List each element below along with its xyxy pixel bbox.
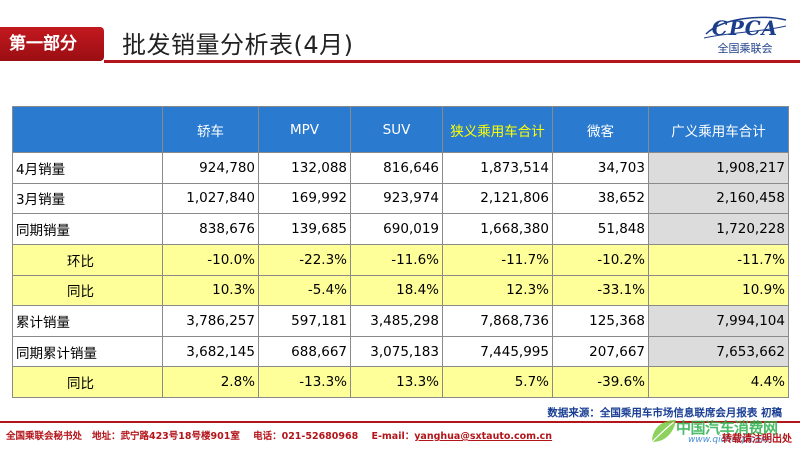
table-cell: -10.0% bbox=[162, 243, 259, 276]
table-row: 4月销量 924,780 132,088 816,646 1,873,514 3… bbox=[12, 152, 789, 184]
table-cell: 923,974 bbox=[350, 182, 443, 215]
table-row: 同比 10.3% -5.4% 18.4% 12.3% -33.1% 10.9% bbox=[12, 274, 789, 307]
table-cell: -33.1% bbox=[552, 274, 649, 307]
sales-table: 轿车 MPV SUV 狭义乘用车合计 微客 广义乘用车合计 4月销量 924,7… bbox=[12, 106, 789, 398]
table-cell: 51,848 bbox=[552, 213, 649, 245]
footer-org: 全国乘联会秘书处 bbox=[6, 431, 83, 442]
column-header-label bbox=[12, 106, 163, 153]
table-cell: 169,992 bbox=[258, 182, 351, 215]
table-cell: -10.2% bbox=[552, 243, 649, 276]
footer-phone: 电话：021-52680968 bbox=[253, 431, 359, 442]
column-header-microvan: 微客 bbox=[552, 106, 649, 153]
table-cell: 838,676 bbox=[162, 213, 259, 245]
row-label: 同期销量 bbox=[12, 213, 163, 245]
table-cell: 1,027,840 bbox=[162, 182, 259, 215]
table-cell: 2,160,458 bbox=[648, 182, 789, 215]
table-cell: 3,786,257 bbox=[162, 305, 259, 337]
table-cell: 12.3% bbox=[442, 274, 553, 307]
table-cell: 3,485,298 bbox=[350, 305, 443, 337]
footer-contact: 全国乘联会秘书处 地址：武宁路423号18号楼901室 电话：021-52680… bbox=[6, 428, 552, 442]
column-header-broad-total: 广义乘用车合计 bbox=[648, 106, 789, 153]
watermark: 中国汽车消费网 www.qichecp.com bbox=[648, 412, 798, 448]
footer-email-link[interactable]: yanghua@sxtauto.com.cn bbox=[414, 431, 553, 442]
table-cell: 125,368 bbox=[552, 305, 649, 337]
table-header-row: 轿车 MPV SUV 狭义乘用车合计 微客 广义乘用车合计 bbox=[12, 106, 789, 153]
row-label: 同比 bbox=[12, 274, 163, 307]
footer-email-label: E-mail： bbox=[371, 431, 415, 442]
table-cell: 18.4% bbox=[350, 274, 443, 307]
logo-mark: CPCA bbox=[711, 16, 779, 40]
column-header-sedan: 轿车 bbox=[162, 106, 259, 153]
table-cell: 4.4% bbox=[648, 366, 789, 398]
row-label: 3月销量 bbox=[12, 182, 163, 215]
watermark-title: 中国汽车消费网 bbox=[676, 419, 778, 437]
table-cell: 10.9% bbox=[648, 274, 789, 307]
logo-swoosh-icon bbox=[703, 16, 787, 39]
column-header-suv: SUV bbox=[350, 106, 443, 153]
row-label: 同期累计销量 bbox=[12, 335, 163, 368]
table-cell: 924,780 bbox=[162, 152, 259, 184]
table-cell: -11.7% bbox=[442, 243, 553, 276]
table-cell: 13.3% bbox=[350, 366, 443, 398]
table-cell: 1,908,217 bbox=[648, 152, 789, 184]
table-cell: 7,868,736 bbox=[442, 305, 553, 337]
table-cell: -39.6% bbox=[552, 366, 649, 398]
data-source-note: 数据来源：全国乘用车市场信息联席会月报表 初稿 bbox=[547, 407, 782, 419]
table-cell: 688,667 bbox=[258, 335, 351, 368]
table-cell: 3,682,145 bbox=[162, 335, 259, 368]
row-label: 环比 bbox=[12, 243, 163, 276]
table-cell: 1,873,514 bbox=[442, 152, 553, 184]
watermark-url: www.qichecp.com bbox=[688, 435, 770, 445]
table-cell: -22.3% bbox=[258, 243, 351, 276]
column-header-mpv: MPV bbox=[258, 106, 351, 153]
table-cell: -13.3% bbox=[258, 366, 351, 398]
table-row: 同期累计销量 3,682,145 688,667 3,075,183 7,445… bbox=[12, 335, 789, 368]
row-label: 同比 bbox=[12, 366, 163, 398]
table-cell: 38,652 bbox=[552, 182, 649, 215]
row-label: 4月销量 bbox=[12, 152, 163, 184]
leaf-icon bbox=[651, 420, 676, 443]
header-divider bbox=[104, 60, 800, 63]
page-title: 批发销量分析表(4月) bbox=[122, 31, 354, 59]
table-cell: 7,445,995 bbox=[442, 335, 553, 368]
table-cell: 597,181 bbox=[258, 305, 351, 337]
table-cell: 2,121,806 bbox=[442, 182, 553, 215]
section-tab: 第一部分 bbox=[0, 27, 104, 61]
table-cell: 10.3% bbox=[162, 274, 259, 307]
footer-address: 地址：武宁路423号18号楼901室 bbox=[91, 431, 240, 442]
table-row: 同期销量 838,676 139,685 690,019 1,668,380 5… bbox=[12, 213, 789, 245]
table-cell: 132,088 bbox=[258, 152, 351, 184]
table-row: 3月销量 1,027,840 169,992 923,974 2,121,806… bbox=[12, 182, 789, 215]
table-row: 环比 -10.0% -22.3% -11.6% -11.7% -10.2% -1… bbox=[12, 243, 789, 276]
table-cell: 7,994,104 bbox=[648, 305, 789, 337]
table-cell: 1,668,380 bbox=[442, 213, 553, 245]
table-cell: 139,685 bbox=[258, 213, 351, 245]
table-cell: 5.7% bbox=[442, 366, 553, 398]
table-cell: 1,720,228 bbox=[648, 213, 789, 245]
table-row: 累计销量 3,786,257 597,181 3,485,298 7,868,7… bbox=[12, 305, 789, 337]
table-row: 同比 2.8% -13.3% 13.3% 5.7% -39.6% 4.4% bbox=[12, 366, 789, 398]
table-cell: -11.6% bbox=[350, 243, 443, 276]
row-label: 累计销量 bbox=[12, 305, 163, 337]
logo-org-name: 全国乘联会 bbox=[717, 42, 773, 55]
column-header-narrow-total: 狭义乘用车合计 bbox=[442, 106, 553, 153]
table-cell: 7,653,662 bbox=[648, 335, 789, 368]
table-cell: 816,646 bbox=[350, 152, 443, 184]
table-cell: 690,019 bbox=[350, 213, 443, 245]
footer-repost-note: 转载请注明出处 bbox=[722, 434, 792, 445]
table-cell: 2.8% bbox=[162, 366, 259, 398]
table-cell: 207,667 bbox=[552, 335, 649, 368]
cpca-logo: CPCA 全国乘联会 bbox=[700, 14, 790, 58]
table-cell: 34,703 bbox=[552, 152, 649, 184]
footer-divider bbox=[0, 421, 800, 423]
table-cell: -5.4% bbox=[258, 274, 351, 307]
table-cell: -11.7% bbox=[648, 243, 789, 276]
table-cell: 3,075,183 bbox=[350, 335, 443, 368]
